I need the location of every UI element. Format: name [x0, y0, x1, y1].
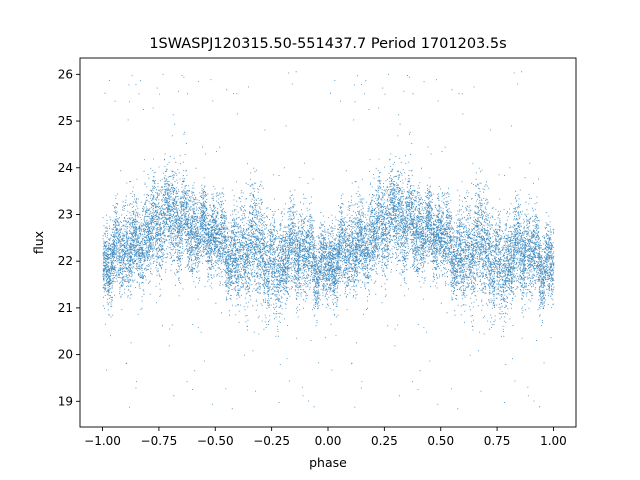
y-axis: 19 20 21 22 23 24 25 26 — [58, 67, 80, 408]
scatter-points — [102, 71, 555, 410]
x-tick-label: 0.75 — [484, 434, 511, 448]
y-tick-label: 23 — [58, 207, 73, 221]
x-tick-label: 0.25 — [371, 434, 398, 448]
y-tick-label: 24 — [58, 161, 73, 175]
x-tick-label: 0.50 — [427, 434, 454, 448]
data-points — [102, 71, 555, 410]
x-tick-label: 1.00 — [540, 434, 567, 448]
x-tick-label: −0.25 — [253, 434, 290, 448]
y-tick-label: 19 — [58, 394, 73, 408]
x-tick-label: −0.75 — [141, 434, 178, 448]
y-tick-label: 21 — [58, 301, 73, 315]
chart-title: 1SWASPJ120315.50-551437.7 Period 1701203… — [149, 36, 506, 52]
x-axis-label: phase — [309, 455, 347, 470]
y-tick-label: 22 — [58, 254, 73, 268]
x-axis: −1.00 −0.75 −0.50 −0.25 0.00 0.25 0.50 0.75 1.00 — [84, 427, 567, 448]
x-tick-label: −0.50 — [197, 434, 234, 448]
x-tick-label: 0.00 — [315, 434, 342, 448]
y-tick-label: 25 — [58, 114, 73, 128]
y-tick-label: 26 — [58, 67, 73, 81]
y-tick-label: 20 — [58, 348, 73, 362]
x-tick-label: −1.00 — [84, 434, 121, 448]
y-axis-label: flux — [31, 231, 46, 254]
